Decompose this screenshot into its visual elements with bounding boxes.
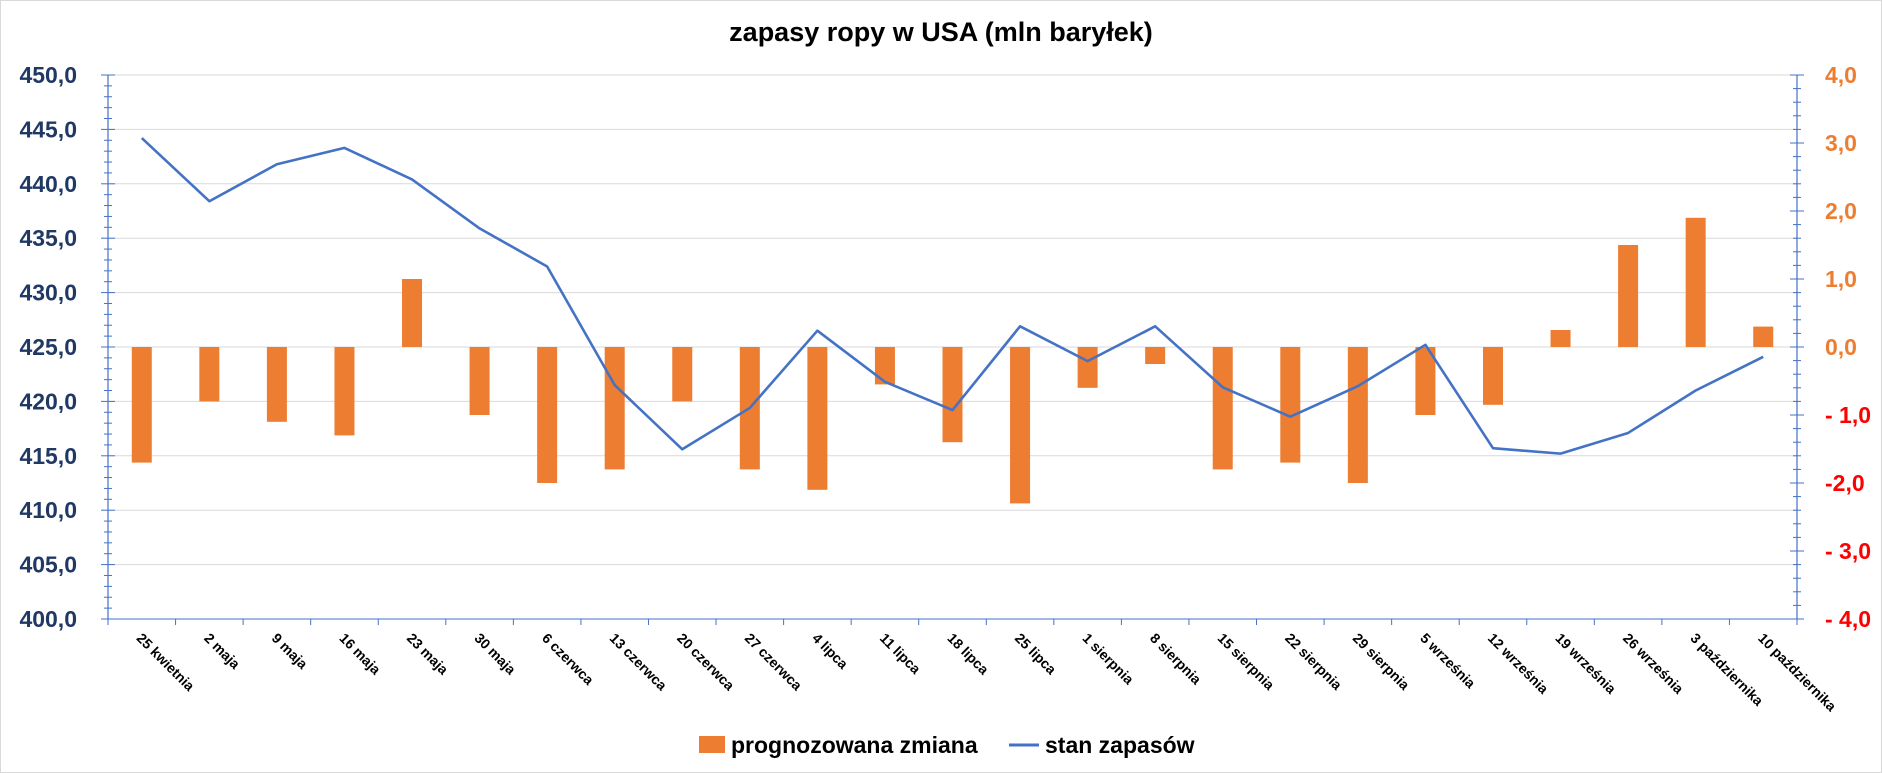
bar xyxy=(131,347,152,463)
x-tick-label: 4 lipca xyxy=(809,630,851,672)
bar xyxy=(1550,330,1571,347)
right-tick-label: - 4,0 xyxy=(1825,606,1871,632)
legend-label-prognozowana-zmiana: prognozowana zmiana xyxy=(731,732,978,758)
left-tick-label: 450,0 xyxy=(19,62,77,88)
bar xyxy=(266,347,287,422)
x-tick-label: 18 lipca xyxy=(944,630,992,678)
left-tick-label: 405,0 xyxy=(19,552,77,578)
x-tick-label: 25 lipca xyxy=(1012,630,1060,678)
x-tick-label: 1 sierpnia xyxy=(1079,630,1137,688)
bar xyxy=(334,347,355,436)
bar xyxy=(1347,347,1368,483)
x-tick-label: 2 maja xyxy=(201,630,243,672)
x-tick-label: 13 czerwca xyxy=(607,630,671,694)
x-tick-label: 15 sierpnia xyxy=(1215,630,1278,693)
x-tick-label: 12 września xyxy=(1485,630,1552,697)
x-tick-label: 5 września xyxy=(1417,630,1479,692)
x-tick-label: 19 września xyxy=(1552,630,1619,697)
x-tick-label: 25 kwietnia xyxy=(134,630,198,694)
right-tick-label: 4,0 xyxy=(1825,62,1857,88)
x-tick-label: 10 października xyxy=(1755,630,1840,715)
x-tick-label: 3 października xyxy=(1688,630,1767,709)
x-tick-label: 29 sierpnia xyxy=(1350,630,1413,693)
left-tick-label: 435,0 xyxy=(19,225,77,251)
bar xyxy=(1482,347,1503,405)
bar xyxy=(807,347,828,490)
axes: 400,0 405,0 410,0 415,0 420,0 425,0 430,0 435,0… xyxy=(19,62,1871,632)
bar xyxy=(874,347,895,385)
bar xyxy=(469,347,490,415)
x-tick-label: 30 maja xyxy=(471,630,519,678)
legend-swatch-prognozowana-zmiana xyxy=(699,736,725,753)
right-tick-label: - 1,0 xyxy=(1825,402,1871,428)
x-tick-label: 8 sierpnia xyxy=(1147,630,1205,688)
left-tick-label: 415,0 xyxy=(19,443,77,469)
x-tick-label: 27 czerwca xyxy=(742,630,806,694)
bar xyxy=(1280,347,1301,463)
left-tick-label: 400,0 xyxy=(19,606,77,632)
bar xyxy=(1010,347,1031,504)
chart-title: zapasy ropy w USA (mln baryłek) xyxy=(729,17,1153,47)
bar xyxy=(1618,245,1639,347)
bar xyxy=(1212,347,1233,470)
bar xyxy=(199,347,220,402)
x-tick-labels: 25 kwietnia 2 maja 9 maja 16 maja 23 maja 30 … xyxy=(134,630,1840,715)
left-tick-label: 445,0 xyxy=(19,116,77,142)
right-tick-label: 1,0 xyxy=(1825,266,1857,292)
left-tick-label: 425,0 xyxy=(19,334,77,360)
x-tick-label: 11 lipca xyxy=(877,630,924,677)
x-tick-label: 22 sierpnia xyxy=(1282,630,1345,693)
bar xyxy=(1415,347,1436,415)
line-stan-zapasow xyxy=(140,137,1764,455)
right-tick-label: 0,0 xyxy=(1825,334,1857,360)
bar xyxy=(402,279,423,347)
line-series xyxy=(140,137,1764,455)
x-tick-label: 16 maja xyxy=(336,630,384,678)
x-tick-label: 26 września xyxy=(1620,630,1687,697)
left-tick-label: 410,0 xyxy=(19,497,77,523)
right-tick-label: -2,0 xyxy=(1825,470,1865,496)
bar xyxy=(1685,217,1706,347)
bar xyxy=(672,347,693,402)
bar xyxy=(1753,326,1774,347)
right-tick-label: 2,0 xyxy=(1825,198,1857,224)
left-tick-label: 440,0 xyxy=(19,171,77,197)
bar xyxy=(1077,347,1098,388)
bar-series xyxy=(131,217,1774,504)
x-tick-label: 23 maja xyxy=(404,630,452,678)
right-tick-label: 3,0 xyxy=(1825,130,1857,156)
left-tick-label: 430,0 xyxy=(19,280,77,306)
bar xyxy=(537,347,558,483)
x-tick-label: 6 czerwca xyxy=(539,630,597,688)
left-tick-label: 420,0 xyxy=(19,388,77,414)
right-tick-label: - 3,0 xyxy=(1825,538,1871,564)
x-tick-label: 9 maja xyxy=(269,630,311,672)
legend-label-stan-zapasow: stan zapasów xyxy=(1045,732,1195,758)
legend: prognozowana zmiana stan zapasów xyxy=(699,732,1195,758)
x-tick-label: 20 czerwca xyxy=(674,630,738,694)
bar xyxy=(1145,347,1166,364)
bar xyxy=(604,347,625,470)
bar xyxy=(942,347,963,443)
